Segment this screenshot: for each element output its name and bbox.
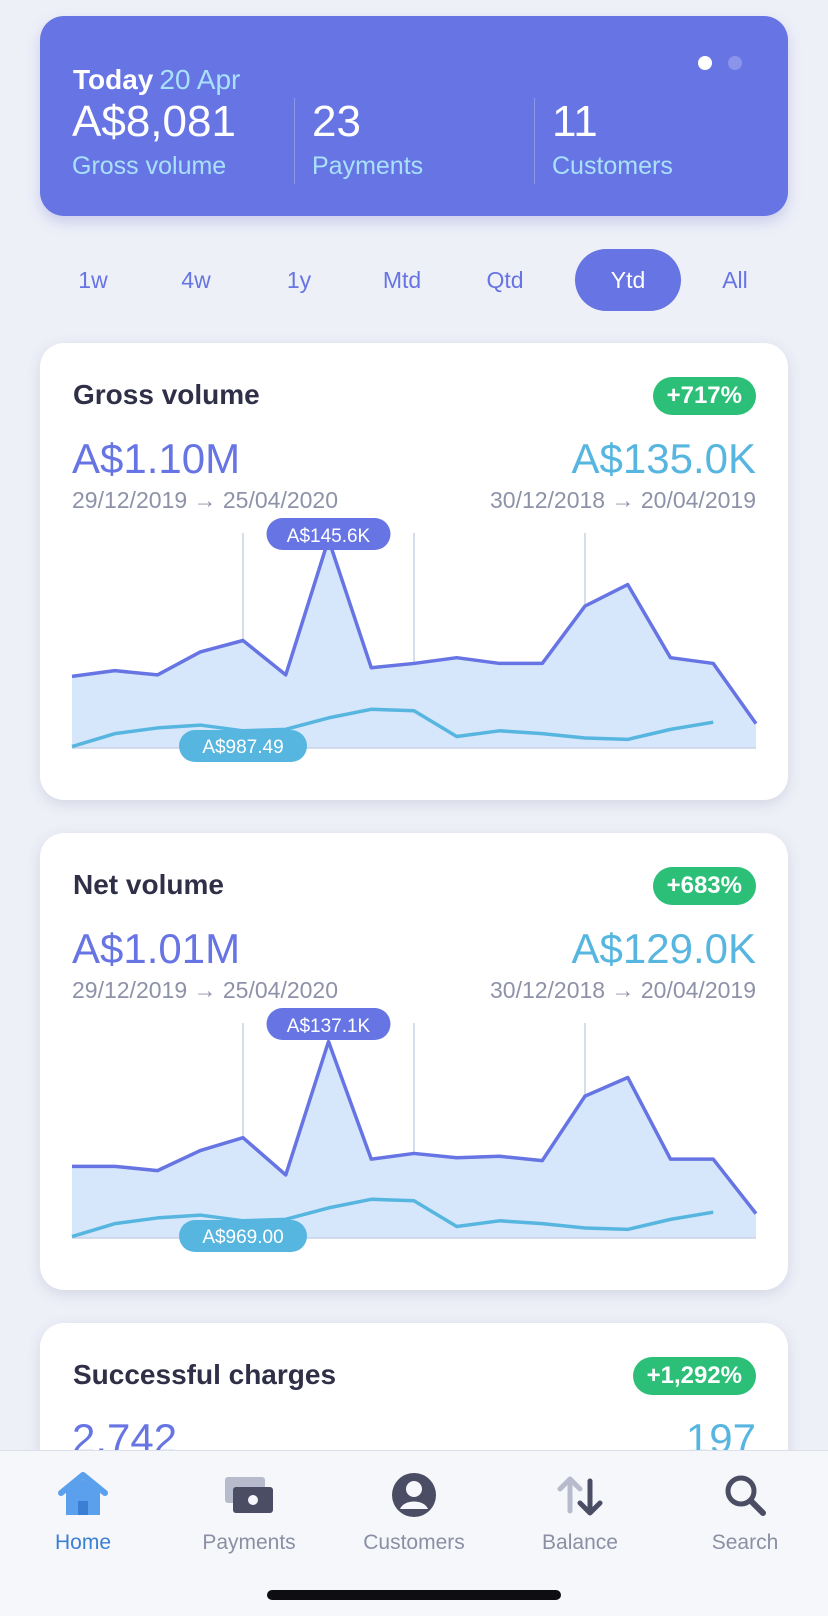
nav-label: Payments [202, 1531, 296, 1554]
current-date-range: 29/12/2019 → 25/04/2020 [72, 487, 339, 513]
customer-icon [392, 1473, 436, 1517]
gross-volume-card[interactable]: Gross volume +717% A$1.10M A$135.0K 29/1… [40, 343, 788, 800]
net-volume-chart[interactable]: A$137.1K A$969.00 [40, 833, 788, 1290]
magnifier-icon [725, 1475, 766, 1516]
customers-value: 11 [552, 97, 598, 146]
tab-4w[interactable]: 4w [181, 266, 211, 293]
house-icon [58, 1472, 108, 1515]
tab-1w[interactable]: 1w [78, 266, 108, 293]
payments-value: 23 [312, 97, 361, 146]
gross-volume-chart[interactable]: A$145.6K A$987.49 [40, 343, 788, 800]
tab-mtd[interactable]: Mtd [382, 266, 422, 293]
peak-value-label: A$137.1K [266, 1008, 391, 1040]
change-badge: +1,292% [632, 1357, 756, 1395]
current-total: A$1.01M [72, 925, 241, 972]
gross-volume-value: A$8,081 [72, 97, 236, 146]
balance-transfer-icon [557, 1476, 603, 1516]
net-volume-card[interactable]: Net volume +683% A$1.01M A$129.0K 29/12/… [40, 833, 788, 1290]
page-indicator[interactable] [698, 56, 742, 70]
tab-ytd[interactable]: Ytd [575, 249, 681, 311]
previous-date-range: 30/12/2018 → 20/04/2019 [489, 487, 756, 513]
page-dot-2[interactable] [728, 56, 742, 70]
gross-volume-stat: A$8,081 Gross volume [72, 100, 236, 181]
today-date: 20 Apr [159, 64, 241, 95]
previous-total: A$135.0K [571, 435, 757, 482]
stat-divider [294, 98, 295, 184]
nav-label: Home [54, 1531, 112, 1554]
previous-total: A$129.0K [571, 925, 757, 972]
period-tabs: 1w 4w 1y Mtd Qtd Ytd All [40, 249, 788, 311]
today-header: Today 20 Apr [73, 64, 240, 96]
card-title: Gross volume [73, 379, 260, 410]
change-badge: +683% [652, 867, 756, 905]
home-indicator [267, 1590, 561, 1600]
customers-stat: 11 Customers [552, 100, 673, 181]
today-label: Today [73, 64, 154, 95]
peak-value-text: A$137.1K [287, 1016, 371, 1037]
today-summary-card[interactable]: Today 20 Apr A$8,081 Gross volume 23 Paym… [40, 16, 788, 216]
tab-qtd[interactable]: Qtd [486, 266, 524, 293]
payments-label: Payments [312, 152, 424, 180]
nav-customers[interactable]: Customers [331, 1451, 497, 1571]
nav-payments[interactable]: Payments [166, 1451, 332, 1571]
current-series-area [72, 539, 756, 748]
previous-series-line [71, 707, 714, 749]
nav-label: Customers [363, 1531, 465, 1554]
nav-search[interactable]: Search [662, 1451, 828, 1571]
tab-all[interactable]: All [722, 266, 748, 293]
bottom-tab-bar: Home Payments Customers Balance [0, 1450, 828, 1616]
change-badge: +717% [652, 377, 756, 415]
page-dot-1[interactable] [698, 56, 712, 70]
payments-stat: 23 Payments [312, 100, 423, 181]
stat-divider [534, 98, 535, 184]
previous-value-text: A$987.49 [202, 737, 283, 758]
peak-value-label: A$145.6K [266, 518, 391, 550]
previous-value-label: A$969.00 [179, 1220, 307, 1252]
current-series-area [72, 1041, 756, 1238]
payments-icon [225, 1477, 273, 1513]
nav-balance[interactable]: Balance [497, 1451, 663, 1571]
customers-label: Customers [552, 152, 673, 180]
nav-home[interactable]: Home [0, 1451, 166, 1571]
previous-date-range: 30/12/2018 → 20/04/2019 [489, 977, 756, 1003]
current-total: A$1.10M [72, 435, 241, 482]
tab-1y[interactable]: 1y [286, 266, 312, 293]
nav-label: Search [711, 1531, 779, 1554]
card-title: Successful charges [73, 1359, 337, 1390]
peak-value-text: A$145.6K [287, 526, 371, 547]
current-series-line [71, 537, 758, 725]
nav-label: Balance [542, 1531, 618, 1554]
previous-series-line [71, 1197, 714, 1239]
card-title: Net volume [73, 869, 224, 900]
gross-volume-label: Gross volume [72, 152, 227, 180]
current-date-range: 29/12/2019 → 25/04/2020 [72, 977, 339, 1003]
previous-value-label: A$987.49 [179, 730, 307, 762]
previous-value-text: A$969.00 [202, 1227, 283, 1248]
current-series-line [72, 1039, 758, 1215]
